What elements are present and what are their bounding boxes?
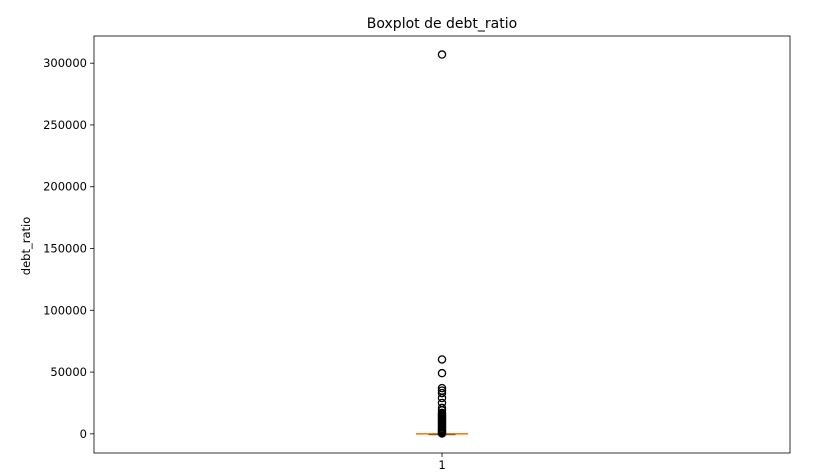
y-tick-label: 0 bbox=[80, 427, 87, 441]
outlier-point bbox=[437, 50, 447, 59]
outlier-point bbox=[437, 355, 447, 364]
plot-frame bbox=[93, 35, 791, 454]
y-tick-label: 100000 bbox=[43, 303, 87, 317]
y-tick-label: 300000 bbox=[43, 56, 87, 70]
y-axis-label: debt_ratio bbox=[19, 217, 33, 275]
y-tick-label: 150000 bbox=[43, 242, 87, 256]
y-tick-label: 50000 bbox=[50, 365, 87, 379]
plot-area: 0 50000 100000 150000 200000 250000 300000 1 bbox=[43, 35, 791, 472]
y-tick-label: 200000 bbox=[43, 180, 87, 194]
outlier-point bbox=[437, 383, 447, 393]
x-tick-label: 1 bbox=[438, 458, 445, 472]
outlier-point bbox=[437, 429, 447, 438]
chart-title: Boxplot de debt_ratio bbox=[367, 16, 517, 32]
outlier-point bbox=[437, 393, 447, 403]
outlier-point bbox=[437, 388, 447, 398]
y-tick-label: 250000 bbox=[43, 118, 87, 132]
outlier-point bbox=[437, 368, 447, 378]
